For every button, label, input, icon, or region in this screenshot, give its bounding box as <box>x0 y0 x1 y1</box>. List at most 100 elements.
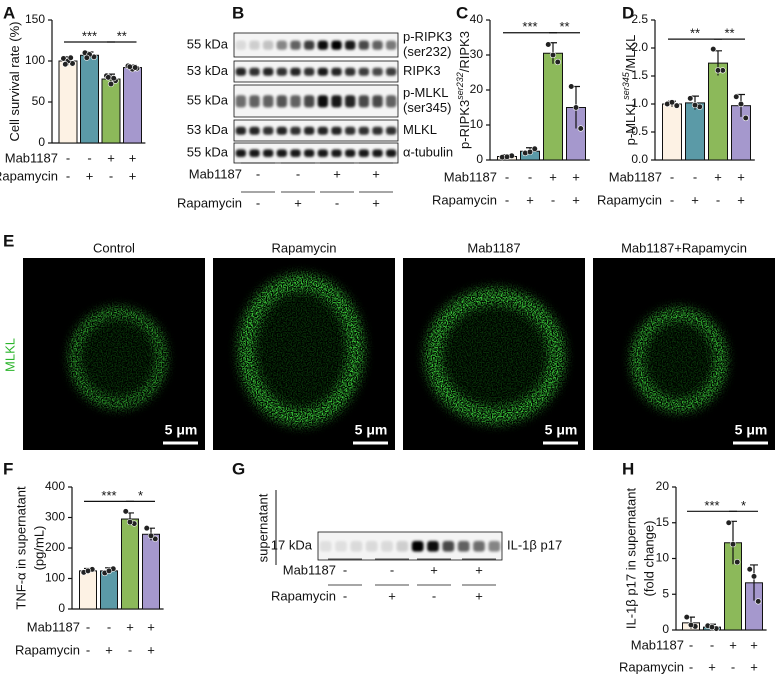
y-tick-label: 2.5 <box>631 12 648 26</box>
condition-label: Rapamycin <box>15 642 80 657</box>
y-tick-label: 20 <box>470 82 484 96</box>
data-point <box>554 58 561 66</box>
significance-label: * <box>741 498 746 513</box>
data-point <box>122 508 129 515</box>
data-point <box>691 102 699 109</box>
blot-band <box>488 540 501 552</box>
significance-label: ** <box>690 26 700 41</box>
blot-band <box>331 95 342 108</box>
condition-sign: + <box>714 169 722 184</box>
condition-label: Mab1187 <box>27 619 80 634</box>
y-axis-label: TNF-α in supernatant <box>13 486 28 610</box>
data-point <box>733 93 740 100</box>
blot-band <box>303 126 315 135</box>
protein-label: α-tubulin <box>403 144 453 159</box>
bar <box>142 533 160 610</box>
blot-band <box>235 40 247 50</box>
blot-band <box>276 149 288 157</box>
data-point <box>132 64 139 71</box>
panel-letter: B <box>232 3 244 22</box>
blot-strip <box>233 84 399 118</box>
condition-sign: + <box>129 150 137 165</box>
blot-band <box>317 149 329 157</box>
y-tick-label: 0 <box>662 622 669 636</box>
data-point <box>577 125 584 132</box>
blot-band <box>344 149 356 157</box>
panel-letter: H <box>622 459 634 478</box>
panel-letter: G <box>232 459 245 478</box>
error-bar <box>750 564 758 601</box>
condition-sign: - <box>390 562 394 577</box>
blot-band <box>350 540 363 552</box>
blot-band <box>235 67 247 76</box>
protein-label: (ser232) <box>403 44 451 59</box>
y-tick-label: 150 <box>25 12 45 26</box>
protein-label: (ser345) <box>403 100 451 115</box>
blot-band <box>249 40 260 50</box>
bar <box>123 67 142 144</box>
blot-band <box>317 67 329 76</box>
blot-band <box>303 67 315 76</box>
condition-sign: + <box>107 150 115 165</box>
y-axis-label-part: ser232 <box>455 72 465 100</box>
condition-sign: + <box>372 195 380 210</box>
blot-band <box>290 95 301 108</box>
data-point <box>683 614 690 621</box>
condition-sign: - <box>87 150 91 165</box>
blot-strip <box>233 32 399 58</box>
blot-band <box>457 540 470 552</box>
condition-sign: - <box>505 192 509 207</box>
y-tick-label: 30 <box>470 47 484 61</box>
data-point <box>755 598 762 605</box>
data-point <box>67 54 74 61</box>
condition-label: Mab1187 <box>189 166 242 181</box>
scale-bar-label: 5 μm <box>355 422 388 438</box>
scale-bar-label: 5 μm <box>165 422 198 438</box>
significance-label: ** <box>117 28 127 43</box>
y-tick-label: 15 <box>656 515 670 529</box>
y-axis-label-part: Cell survival rate (%) <box>7 22 22 142</box>
condition-sign: - <box>528 169 532 184</box>
data-point <box>725 519 732 526</box>
condition-sign: + <box>475 588 483 603</box>
data-point <box>742 114 749 122</box>
condition-sign: - <box>432 588 436 603</box>
data-point <box>147 532 155 539</box>
condition-sign: - <box>86 619 90 634</box>
blot-band <box>303 40 315 50</box>
condition-label: Rapamycin <box>271 588 336 603</box>
blot-band <box>372 67 383 76</box>
data-point <box>105 567 113 574</box>
y-axis-label-part: /RIPK3 <box>457 31 472 72</box>
data-point <box>62 61 69 68</box>
data-point <box>84 567 92 574</box>
blot-band <box>372 40 383 50</box>
data-point <box>110 75 117 82</box>
condition-sign: + <box>572 169 580 184</box>
blot-band <box>290 67 301 76</box>
condition-sign: + <box>737 192 745 207</box>
blot-band <box>262 67 274 76</box>
data-point <box>710 46 717 53</box>
y-axis-label-part: ser345 <box>621 71 631 100</box>
condition-sign: + <box>549 169 557 184</box>
condition-label: Mab1187 <box>609 169 662 184</box>
condition-sign: - <box>86 642 90 657</box>
condition-sign: + <box>372 166 380 181</box>
condition-sign: - <box>551 192 555 207</box>
blot-band <box>358 149 370 157</box>
condition-sign: - <box>66 150 70 165</box>
condition-sign: - <box>107 619 111 634</box>
molecular-weight: 53 kDa <box>187 63 229 78</box>
condition-sign: - <box>710 637 714 652</box>
y-tick-label: 0.0 <box>631 152 648 166</box>
condition-sign: - <box>296 166 300 181</box>
condition-sign: + <box>86 168 94 183</box>
condition-sign: - <box>670 192 674 207</box>
data-point <box>105 74 112 81</box>
condition-sign: + <box>475 562 483 577</box>
condition-label: Rapamycin <box>177 195 242 210</box>
cell-stain <box>238 274 364 426</box>
condition-label: Rapamycin <box>619 659 684 674</box>
blot-band <box>411 540 424 552</box>
